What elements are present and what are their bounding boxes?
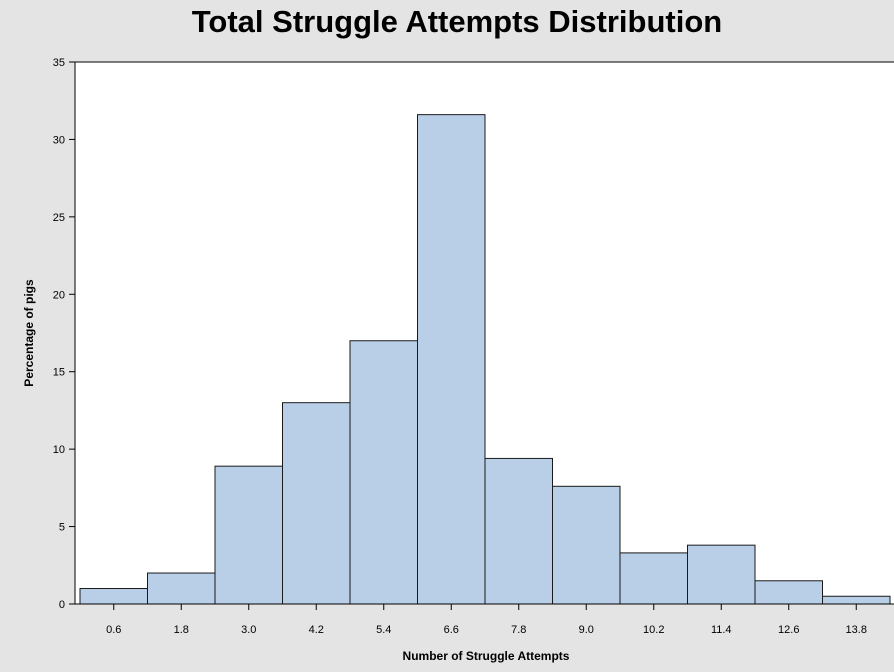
bar-3.0	[214, 465, 283, 605]
bar-13.8	[822, 595, 891, 605]
x-tick-label: 6.6	[444, 624, 459, 636]
x-tick-label: 1.8	[174, 624, 189, 636]
bar-6.6	[417, 114, 486, 605]
y-tick-label: 10	[53, 444, 65, 456]
chart-title: Total Struggle Attempts Distribution	[191, 4, 723, 39]
bar-0.6	[79, 588, 148, 605]
x-tick-label: 12.6	[778, 624, 799, 636]
bar-5.4	[349, 340, 418, 605]
bar-1.8	[147, 572, 216, 605]
bar-9.0	[552, 485, 621, 605]
y-tick-label: 30	[53, 134, 65, 146]
x-tick-label: 11.4	[711, 624, 732, 636]
bar-4.2	[282, 402, 351, 605]
x-tick-label: 10.2	[643, 624, 664, 636]
bar-12.6	[754, 580, 823, 605]
y-tick-label: 35	[53, 57, 65, 69]
bar-10.2	[619, 552, 688, 605]
y-tick-label: 5	[59, 522, 65, 534]
y-tick-label: 20	[53, 289, 65, 301]
y-tick-label: 15	[53, 367, 65, 379]
x-tick-label: 9.0	[579, 624, 594, 636]
y-axis-ticks: 0 5 10 15 20 25 30 35	[53, 57, 75, 611]
y-tick-label: 25	[53, 212, 65, 224]
x-tick-label: 13.8	[846, 624, 867, 636]
x-tick-label: 7.8	[511, 624, 526, 636]
x-axis-ticks: 0.6 1.8 3.0 4.2 5.4 6.6 7.8 9.0 10.2 11.4 12.6 13.8	[106, 604, 867, 636]
bars-group	[79, 114, 891, 605]
x-tick-label: 0.6	[106, 624, 121, 636]
x-tick-label: 4.2	[309, 624, 324, 636]
y-axis-title: Percentage of pigs	[22, 279, 36, 387]
y-tick-label: 0	[59, 599, 65, 611]
bar-11.4	[687, 544, 756, 605]
x-axis-title: Number of Struggle Attempts	[403, 649, 570, 663]
x-tick-label: 3.0	[241, 624, 256, 636]
x-tick-label: 5.4	[376, 624, 391, 636]
bar-7.8	[484, 457, 553, 605]
